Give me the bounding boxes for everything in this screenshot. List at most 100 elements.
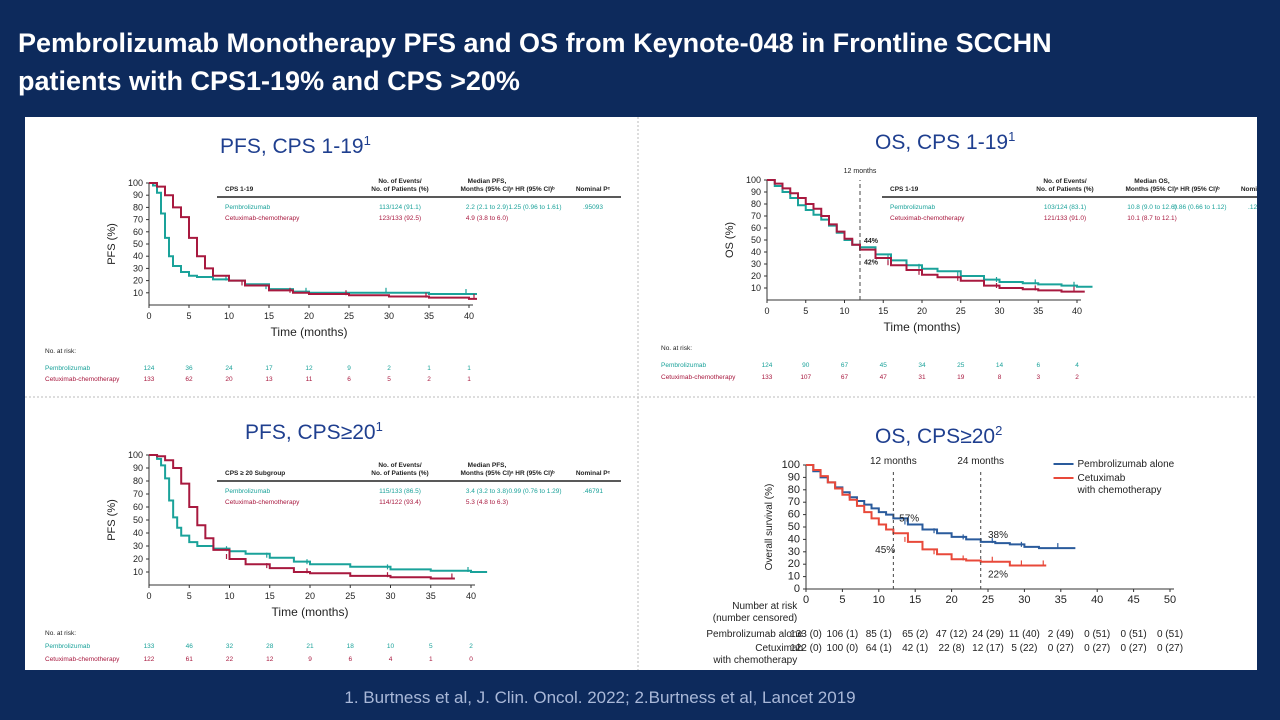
os-cps20-legend-cetux-line2: with chemotherapy — [1077, 485, 1162, 496]
pfs-cps20-x-tick-label: 30 — [385, 591, 395, 601]
os-cps20-annotation-45: 45% — [875, 545, 895, 556]
pfs-cps20-at-risk-value: 10 — [387, 643, 395, 650]
pfs-cps20-table-cell: 0.99 (0.76 to 1.29) — [508, 488, 561, 495]
os-cps1-19-at-risk-value: 14 — [996, 362, 1004, 369]
pfs-cps20-table-cell: 114/122 (93.4) — [379, 499, 421, 506]
os-cps1-19-at-risk-value: 6 — [1036, 362, 1040, 369]
os-cps1-19-table-cell: Pembrolizumab — [890, 204, 936, 211]
os-cps1-19-y-tick-label: 100 — [746, 175, 761, 185]
pfs-cps1-19-at-risk-value: 11 — [306, 376, 313, 383]
pfs-cps20-at-risk-row-name: Cetuximab-chemotherapy — [45, 656, 120, 663]
pfs-cps1-19-x-tick-label: 25 — [344, 311, 354, 321]
pfs-cps1-19-series-cetuximab-line — [149, 182, 477, 300]
pfs-cps1-19-table-cell: 1.25 (0.96 to 1.61) — [508, 204, 561, 211]
os-cps20-y-tick-label: 20 — [788, 558, 800, 570]
pfs-cps20-at-risk-value: 32 — [226, 643, 234, 650]
os-cps20-x-tick-label: 20 — [945, 594, 957, 606]
os-cps1-19-at-risk-value: 90 — [802, 362, 810, 369]
pfs-cps1-19-y-tick-label: 90 — [133, 190, 143, 200]
os-cps1-19-x-tick-label: 35 — [1033, 306, 1043, 316]
os-cps1-19-at-risk-row-name: Cetuximab-chemotherapy — [661, 374, 736, 381]
pfs-cps1-19-x-tick-label: 0 — [146, 311, 151, 321]
os-cps1-19-table-header: CPS 1-19 — [890, 186, 919, 193]
os-cps1-19-summary-table: CPS 1-19 No. of Events/No. of Patients (%… — [882, 178, 1280, 222]
pfs-cps20-series-pembrolizumab-line — [149, 454, 488, 573]
pfs-cps20-x-tick-label: 5 — [187, 591, 192, 601]
os-cps20-legend-pembro: Pembrolizumab alone — [1078, 459, 1175, 470]
pfs-cps20-title: PFS, CPS≥201 — [245, 419, 383, 444]
pfs-cps20-x-tick-label: 35 — [426, 591, 436, 601]
pfs-cps1-19-y-tick-label: 80 — [133, 202, 143, 212]
os-cps1-19-at-risk-value: 45 — [880, 362, 888, 369]
os-cps1-19-y-tick-label: 90 — [751, 187, 761, 197]
os-cps1-19-table-cell: 10.8 (9.0 to 12.6) — [1127, 204, 1177, 211]
pfs-cps1-19-x-tick-label: 5 — [186, 311, 191, 321]
os-cps20-x-tick-label: 0 — [803, 594, 809, 606]
os-cps1-19-title-superscript: 1 — [1008, 129, 1015, 144]
pfs-cps1-19-table-cell: 123/133 (92.5) — [379, 215, 421, 222]
os-cps20-at-risk-value: 64 (1) — [866, 643, 892, 654]
os-cps1-19-marker-label: 12 months — [844, 168, 877, 175]
pfs-cps20-table-cell: .46791 — [583, 488, 603, 495]
pfs-cps1-19-y-tick-label: 30 — [133, 263, 143, 273]
os-cps1-19-at-risk-row-name: Pembrolizumab — [661, 362, 707, 369]
pfs-cps1-19-at-risk-value: 20 — [225, 376, 233, 383]
os-cps20-x-tick-label: 40 — [1091, 594, 1103, 606]
os-cps20-at-risk-value: 65 (2) — [902, 629, 928, 640]
os-cps1-19-at-risk-value: 4 — [1075, 362, 1079, 369]
pfs-cps20-at-risk-value: 4 — [389, 656, 393, 663]
os-cps1-19-at-risk-value: 31 — [918, 374, 926, 381]
pfs-cps1-19-at-risk-value: 12 — [305, 365, 313, 372]
pfs-cps20-at-risk-value: 61 — [186, 656, 194, 663]
os-cps20-x-tick-label: 30 — [1018, 594, 1030, 606]
os-cps20-at-risk-value: 133 (0) — [790, 629, 822, 640]
os-cps20-annotation-38: 38% — [988, 530, 1008, 541]
pfs-cps1-19-table-header: No. of Events/ — [378, 178, 422, 185]
pfs-cps1-19-at-risk-value: 2 — [427, 376, 431, 383]
pfs-cps1-19-x-tick-label: 35 — [424, 311, 434, 321]
pfs-cps20-summary-table: CPS ≥ 20 Subgroup No. of Events/No. of Pa… — [217, 462, 621, 506]
os-cps1-19-at-risk-value: 67 — [841, 362, 849, 369]
os-cps1-19-chart: OS, CPS 1-191 0 5 10 15 20 25 30 35 40 10 20 30 40 50 6… — [661, 129, 1280, 381]
os-cps20-y-tick-label: 100 — [782, 459, 800, 471]
pfs-cps1-19-at-risk-value: 24 — [225, 365, 233, 372]
os-cps20-x-tick-label: 10 — [873, 594, 885, 606]
os-cps20-at-risk-value: 47 (12) — [936, 629, 968, 640]
os-cps1-19-x-tick-label: 25 — [956, 306, 966, 316]
pfs-cps20-title-superscript: 1 — [376, 419, 383, 434]
os-cps20-x-tick-label: 50 — [1164, 594, 1176, 606]
os-cps1-19-table-cell: Cetuximab-chemotherapy — [890, 215, 965, 222]
pfs-cps20-x-tick-label: 20 — [305, 591, 315, 601]
os-cps20-at-risk-value: 11 (40) — [1009, 629, 1040, 640]
os-cps1-19-table-header: No. of Events/ — [1043, 178, 1087, 185]
os-cps1-19-at-risk-value: 19 — [957, 374, 965, 381]
os-cps1-19-table-header: Median OS, — [1134, 178, 1170, 185]
pfs-cps1-19-y-axis-label: PFS (%) — [106, 223, 118, 265]
pfs-cps20-at-risk-value: 5 — [429, 643, 433, 650]
pfs-cps20-x-tick-label: 40 — [466, 591, 476, 601]
pfs-cps1-19-x-tick-label: 20 — [304, 311, 314, 321]
os-cps1-19-table-cell: 0.86 (0.66 to 1.12) — [1173, 204, 1226, 211]
os-cps1-19-title: OS, CPS 1-191 — [875, 129, 1015, 154]
pfs-cps1-19-at-risk-value: 1 — [467, 376, 471, 383]
pfs-cps1-19-table-header: HR (95% CI)ᵇ — [515, 186, 555, 193]
os-cps1-19-x-tick-label: 20 — [917, 306, 927, 316]
pfs-cps1-19-at-risk-value: 133 — [144, 376, 155, 383]
pfs-cps1-19-x-tick-label: 30 — [384, 311, 394, 321]
os-cps20-at-risk-value: 0 (51) — [1084, 629, 1110, 640]
os-cps20-at-risk-value: 85 (1) — [866, 629, 892, 640]
os-cps20-y-tick-label: 90 — [788, 471, 800, 483]
os-cps1-19-at-risk-value: 2 — [1075, 374, 1079, 381]
pfs-cps20-table-header: No. of Patients (%) — [371, 470, 428, 477]
os-cps1-19-x-tick-label: 5 — [803, 306, 808, 316]
os-cps20-x-tick-label: 45 — [1127, 594, 1139, 606]
pfs-cps1-19-y-tick-label: 70 — [133, 215, 143, 225]
pfs-cps20-y-tick-label: 70 — [133, 489, 143, 499]
os-cps20-at-risk-value: 0 (27) — [1157, 643, 1183, 654]
footnote: 1. Burtness et al, J. Clin. Oncol. 2022;… — [344, 688, 856, 707]
pfs-cps1-19-at-risk-value: 1 — [467, 365, 471, 372]
pfs-cps20-at-risk-label: No. at risk: — [45, 630, 76, 637]
slide-title-line-1: Pembrolizumab Monotherapy PFS and OS fro… — [18, 28, 1052, 58]
